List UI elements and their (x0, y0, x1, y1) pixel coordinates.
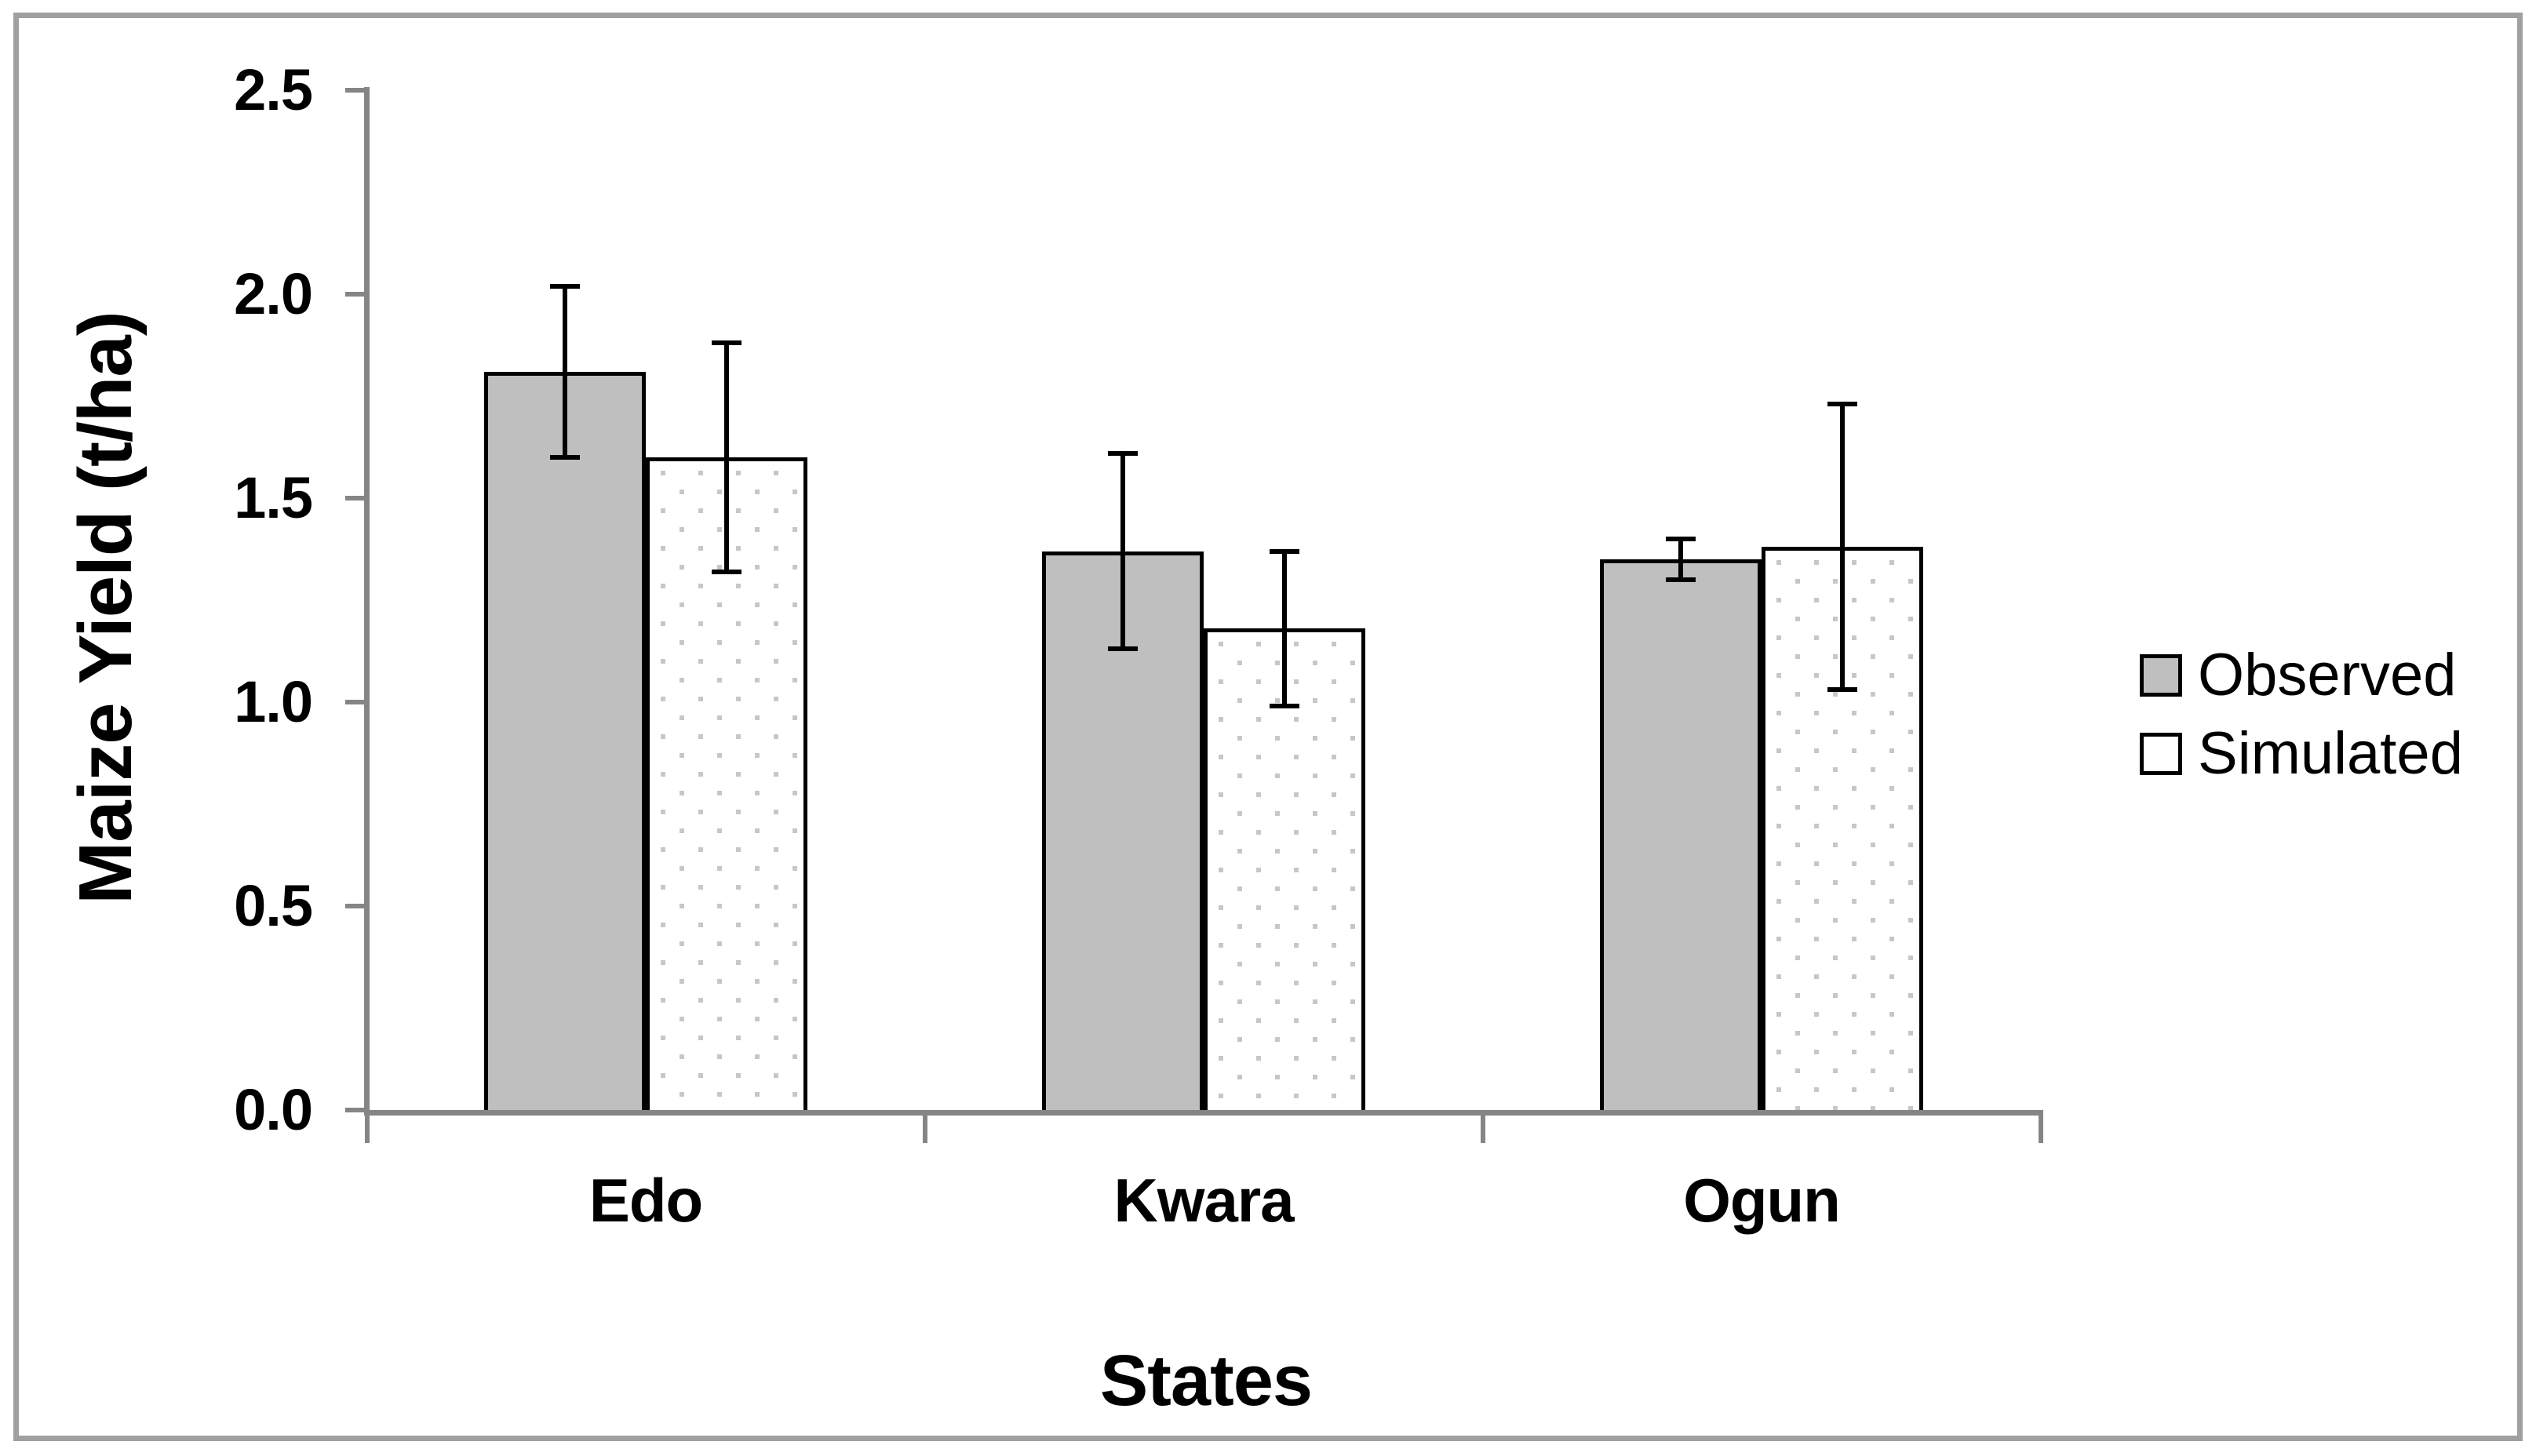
y-tick-label: 1.5 (234, 465, 313, 530)
legend: Observed Simulated (2140, 642, 2463, 811)
error-bar-cap-bottom (1827, 687, 1857, 693)
y-tick-label: 0.5 (234, 873, 313, 938)
error-bar-cap-top (550, 283, 580, 289)
y-tick (345, 292, 364, 297)
error-bar-line (724, 343, 729, 572)
error-bar-cap-top (1827, 402, 1857, 407)
y-tick-label: 0.0 (234, 1077, 313, 1142)
y-tick-label: 2.0 (234, 261, 313, 326)
legend-item-simulated: Simulated (2140, 720, 2463, 787)
x-category-label-kwara: Kwara (1113, 1166, 1294, 1235)
bar-simulated-ogun (1762, 547, 1923, 1113)
error-bar-line (563, 286, 567, 457)
x-tick (2038, 1110, 2043, 1143)
bar-observed-ogun (1600, 559, 1762, 1113)
error-bar-cap-bottom (1108, 646, 1138, 652)
x-tick (364, 1110, 370, 1143)
legend-label-simulated: Simulated (2198, 720, 2463, 787)
error-bar-cap-top (1108, 450, 1138, 456)
legend-label-observed: Observed (2198, 642, 2457, 708)
error-bar-line (1120, 453, 1125, 650)
error-bar-cap-top (1270, 548, 1299, 554)
bar-simulated-kwara (1204, 628, 1365, 1113)
error-bar-cap-bottom (1666, 577, 1696, 582)
y-tick (345, 496, 364, 500)
error-bar-line (1678, 539, 1683, 580)
y-axis-title: Maize Yield (t/ha) (64, 311, 148, 905)
chart-border-frame (13, 13, 2523, 1441)
y-axis-line (364, 87, 370, 1116)
x-category-label-ogun: Ogun (1683, 1166, 1841, 1235)
x-tick (922, 1110, 927, 1143)
error-bar-cap-bottom (712, 569, 741, 574)
error-bar-cap-bottom (1270, 704, 1299, 709)
error-bar-cap-top (712, 340, 741, 346)
x-tick (1480, 1110, 1485, 1143)
y-tick (345, 1108, 364, 1112)
x-axis-title: States (1099, 1341, 1313, 1421)
y-tick (345, 88, 364, 93)
y-tick (345, 700, 364, 704)
x-category-label-edo: Edo (588, 1166, 703, 1235)
error-bar-line (1840, 404, 1845, 690)
y-tick-label: 1.0 (234, 669, 313, 734)
legend-swatch-observed-icon (2140, 654, 2182, 697)
bar-observed-edo (484, 371, 646, 1113)
legend-swatch-simulated-icon (2140, 733, 2182, 775)
y-tick-label: 2.5 (234, 57, 313, 122)
error-bar-line (1282, 551, 1287, 707)
y-tick (345, 904, 364, 908)
x-axis-line (364, 1110, 2043, 1116)
legend-item-observed: Observed (2140, 642, 2463, 708)
error-bar-cap-top (1666, 537, 1696, 541)
error-bar-cap-bottom (550, 455, 580, 460)
